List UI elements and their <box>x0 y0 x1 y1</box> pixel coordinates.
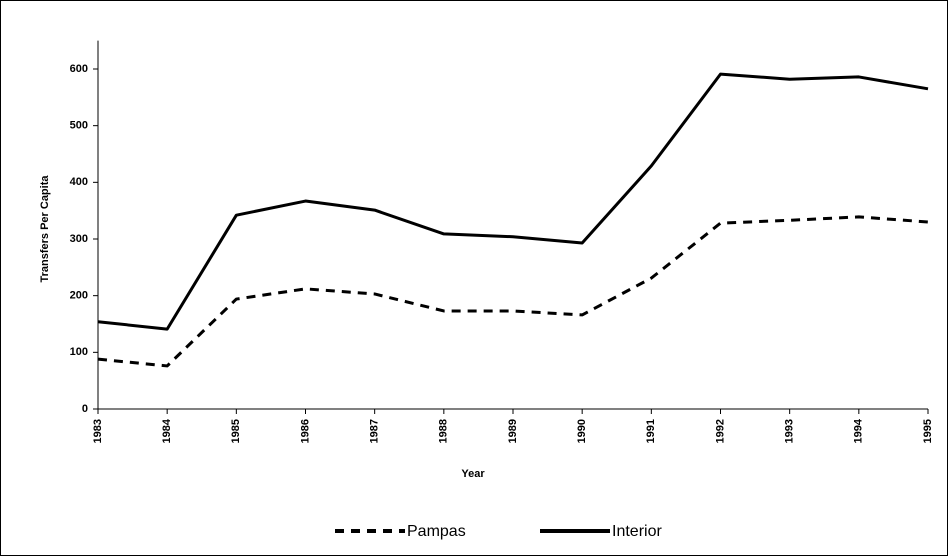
x-tick-label: 1994 <box>853 418 865 443</box>
series-line <box>97 72 929 331</box>
x-axis-title: Year <box>461 468 485 480</box>
x-tick-label: 1993 <box>784 419 796 443</box>
y-axis-title: Transfers Per Capita <box>39 175 51 283</box>
y-tick-label: 0 <box>82 403 88 415</box>
legend-label: Pampas <box>407 523 466 540</box>
x-tick-label: 1986 <box>299 419 311 443</box>
y-tick-label: 200 <box>70 290 88 302</box>
y-tick-label: 600 <box>70 63 88 75</box>
x-tick-label: 1991 <box>645 419 657 443</box>
y-tick-label: 100 <box>70 346 88 358</box>
y-tick-label: 400 <box>70 176 88 188</box>
legend-label: Interior <box>612 523 662 540</box>
x-tick-label: 1984 <box>161 418 173 443</box>
x-tick-label: 1987 <box>369 419 381 443</box>
series-line <box>97 215 929 368</box>
x-tick-label: 1995 <box>922 419 934 443</box>
x-tick-label: 1985 <box>230 419 242 443</box>
x-tick-label: 1988 <box>438 419 450 443</box>
x-tick-label: 1992 <box>714 419 726 443</box>
x-tick-label: 1990 <box>576 419 588 443</box>
x-tick-label: 1989 <box>507 419 519 443</box>
y-tick-label: 500 <box>70 120 88 132</box>
y-tick-label: 300 <box>70 233 88 245</box>
x-tick-label: 1983 <box>92 419 104 443</box>
